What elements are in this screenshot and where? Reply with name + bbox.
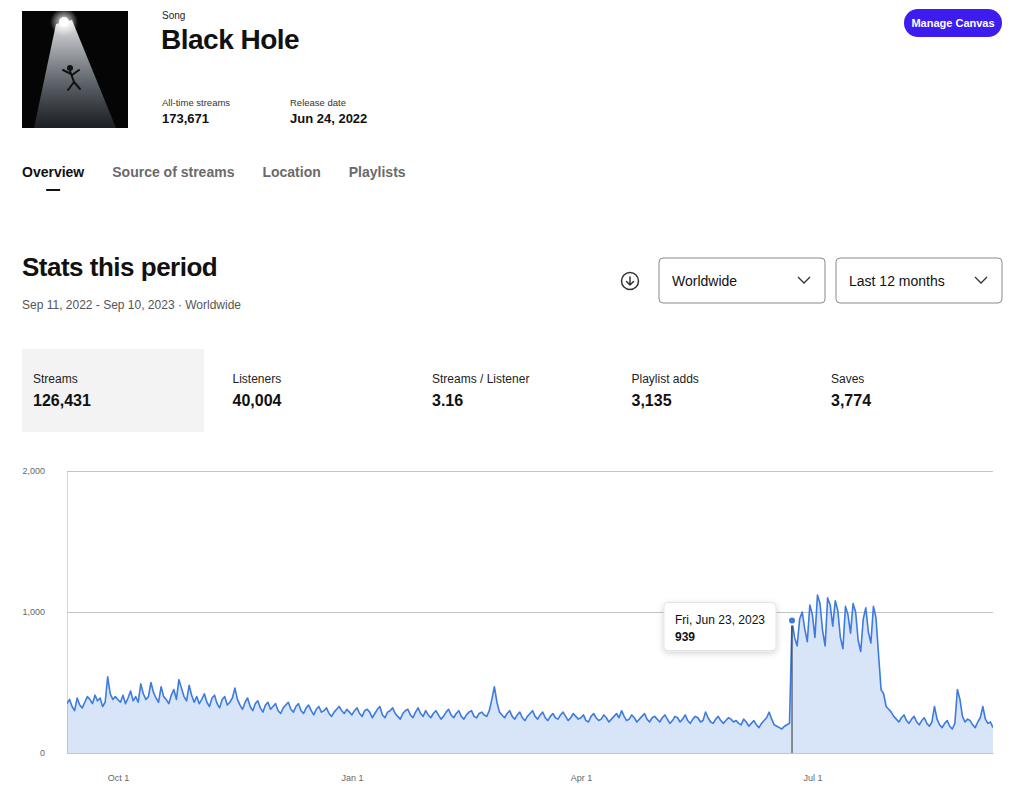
stat-label[interactable]: Playlist adds xyxy=(632,372,699,386)
x-tick-label: Jul 1 xyxy=(803,773,822,783)
x-tick-label: Jan 1 xyxy=(341,773,363,783)
album-art xyxy=(22,8,128,128)
y-tick-label: 1,000 xyxy=(22,607,45,617)
stat-selected-bg[interactable] xyxy=(22,349,204,432)
manage-canvas-button[interactable] xyxy=(904,9,1002,37)
stat-value[interactable]: 3.16 xyxy=(432,392,463,409)
page: Song Black Hole All-time streams 173,671 Rel… xyxy=(0,0,1024,800)
tooltip-value: 939 xyxy=(675,630,695,644)
y-axis: 0 1,000 2,000 xyxy=(22,466,993,758)
tooltip-date: Fri, Jun 23, 2023 xyxy=(675,613,765,627)
tab[interactable]: Playlists xyxy=(349,164,406,180)
y-grid-line xyxy=(67,753,993,754)
y-tick-label: 2,000 xyxy=(22,466,45,476)
y-tick: 2,000 xyxy=(22,466,993,476)
meta-value: Jun 24, 2022 xyxy=(290,111,367,126)
x-tick-label: Apr 1 xyxy=(571,773,593,783)
tab[interactable]: Location xyxy=(262,164,320,180)
stat-value[interactable]: 3,774 xyxy=(831,392,871,409)
stat-label[interactable]: Listeners xyxy=(233,372,282,386)
stat-label[interactable]: Streams / Listener xyxy=(432,372,529,386)
streams-area xyxy=(67,595,993,753)
tab-underline xyxy=(46,189,60,191)
plot-area xyxy=(67,595,993,753)
meta-label: All-time streams xyxy=(162,97,230,108)
stat-label[interactable]: Saves xyxy=(831,372,864,386)
tooltip: Fri, Jun 23, 2023 939 xyxy=(664,603,776,651)
meta-value: 173,671 xyxy=(162,111,209,126)
meta-label: Release date xyxy=(290,97,346,108)
album-art-light xyxy=(59,17,69,27)
song-label: Song xyxy=(162,10,185,21)
x-tick: Jul 1 xyxy=(803,753,822,783)
stat-value[interactable]: 40,004 xyxy=(233,392,282,409)
album-art-beam xyxy=(34,20,116,128)
tooltip-guide xyxy=(792,621,793,753)
range-select[interactable]: Last 12 months xyxy=(836,258,1002,303)
streams-line xyxy=(67,595,993,729)
download-button[interactable] xyxy=(622,273,639,290)
dropdown-label[interactable]: Worldwide xyxy=(672,273,737,289)
x-axis-line xyxy=(68,753,994,754)
dropdown-label[interactable]: Last 12 months xyxy=(849,273,945,289)
tooltip-box xyxy=(664,603,776,651)
stat-label[interactable]: Streams xyxy=(33,372,78,386)
tab[interactable]: Source of streams xyxy=(112,164,234,180)
y-grid-line xyxy=(67,471,993,472)
album-art-glow xyxy=(50,8,78,36)
button-label[interactable]: Manage Canvas xyxy=(911,17,994,29)
x-tick: Apr 1 xyxy=(571,753,593,783)
tooltip-point xyxy=(788,617,796,625)
album-art-figure xyxy=(63,65,80,90)
section-heading: Stats this period xyxy=(22,252,217,282)
y-tick-label: 0 xyxy=(40,748,45,758)
x-tick-label: Oct 1 xyxy=(108,773,130,783)
x-tick: Jan 1 xyxy=(341,753,363,783)
region-select[interactable]: Worldwide xyxy=(659,258,825,303)
song-title: Black Hole xyxy=(161,24,299,55)
tab[interactable]: Overview xyxy=(22,164,84,180)
stat-value[interactable]: 126,431 xyxy=(33,392,91,409)
x-axis: Oct 1 Jan 1 Apr 1 Jul 1 xyxy=(68,753,994,783)
period-text: Sep 11, 2022 - Sep 10, 2023 · Worldwide xyxy=(22,298,241,312)
x-tick: Oct 1 xyxy=(108,753,130,783)
stat-value[interactable]: 3,135 xyxy=(632,392,672,409)
